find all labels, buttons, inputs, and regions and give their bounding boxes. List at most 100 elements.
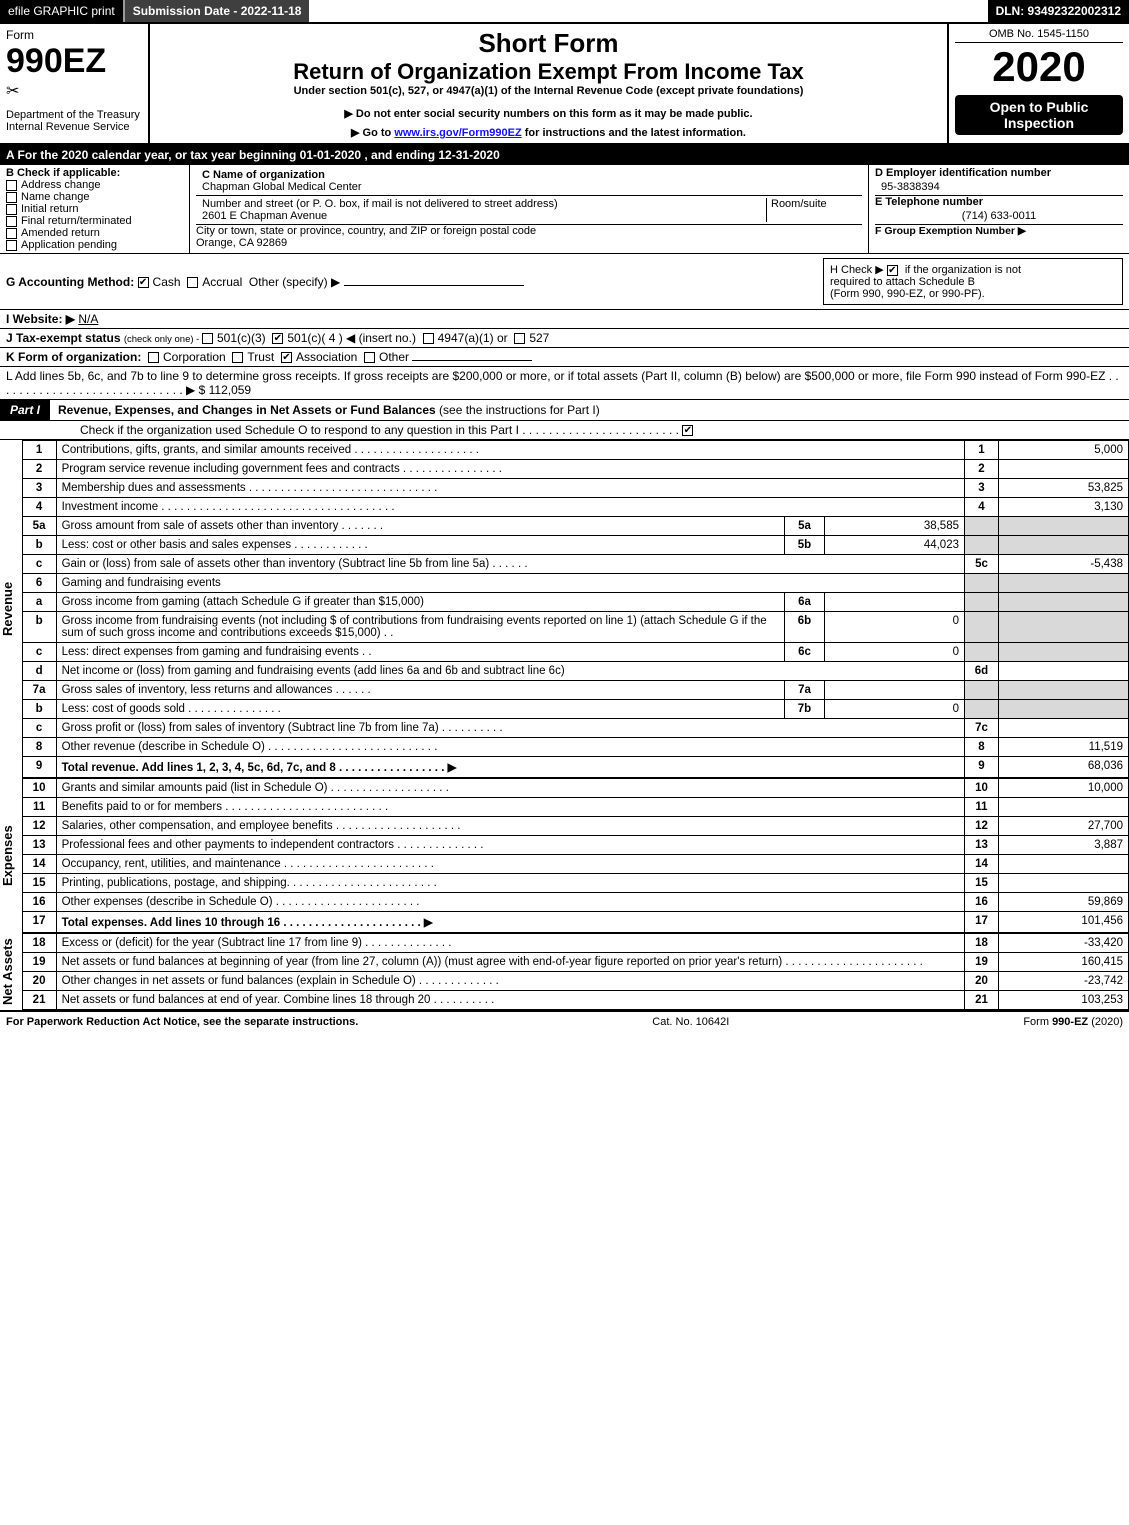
row-amt: 11,519 [999, 738, 1129, 757]
row-amt: 101,456 [999, 912, 1129, 933]
k-assoc-check[interactable] [281, 352, 292, 363]
b-item[interactable]: Final return/terminated [6, 215, 183, 227]
b-amended: Amended return [21, 227, 100, 239]
row-box: 15 [965, 874, 999, 893]
row-box-shaded [965, 612, 999, 643]
footer-right-pre: Form [1023, 1016, 1052, 1028]
row-text: Other revenue (describe in Schedule O) .… [56, 738, 964, 757]
page-footer: For Paperwork Reduction Act Notice, see … [0, 1010, 1129, 1032]
mid-amt: 0 [825, 612, 965, 643]
row-amt: 68,036 [999, 757, 1129, 778]
b-name-change: Name change [21, 191, 90, 203]
b-item[interactable]: Address change [6, 179, 183, 191]
row-text: Other changes in net assets or fund bala… [56, 972, 964, 991]
row-box-shaded [965, 700, 999, 719]
j-4947-check[interactable] [423, 333, 434, 344]
row-box: 12 [965, 817, 999, 836]
row-text: Gross sales of inventory, less returns a… [56, 681, 784, 700]
row-text-bold: Total expenses. Add lines 10 through 16 … [62, 917, 433, 929]
row-amt [999, 855, 1129, 874]
row-box: 16 [965, 893, 999, 912]
row-num: d [22, 662, 56, 681]
j-501c-check[interactable] [272, 333, 283, 344]
row-amt [999, 719, 1129, 738]
c-room-label: Room/suite [766, 198, 856, 222]
revenue-rotated-label: Revenue [0, 440, 22, 778]
part1-title-bold: Revenue, Expenses, and Changes in Net As… [58, 403, 436, 417]
row-num: 20 [22, 972, 56, 991]
g-accrual-check[interactable] [187, 277, 198, 288]
row-box-shaded [965, 643, 999, 662]
part1-check[interactable] [682, 425, 693, 436]
line-l: L Add lines 5b, 6c, and 7b to line 9 to … [0, 367, 1129, 400]
row-amt [999, 798, 1129, 817]
row-text: Professional fees and other payments to … [56, 836, 964, 855]
row-box: 2 [965, 460, 999, 479]
row-box-shaded [965, 517, 999, 536]
k-corp-check[interactable] [148, 352, 159, 363]
dept-treasury: Department of the Treasury [6, 109, 142, 121]
efile-light: print [91, 4, 114, 18]
row-num: c [22, 555, 56, 574]
b-item[interactable]: Amended return [6, 227, 183, 239]
irs-link[interactable]: www.irs.gov/Form990EZ [394, 127, 521, 139]
row-box: 18 [965, 934, 999, 953]
l-amount: 112,059 [209, 383, 252, 397]
row-box: 6d [965, 662, 999, 681]
i-label: I Website: ▶ [6, 312, 75, 326]
netassets-rotated-label: Net Assets [0, 933, 22, 1010]
h-check[interactable] [887, 265, 898, 276]
revenue-block: Revenue 1Contributions, gifts, grants, a… [0, 440, 1129, 778]
b-final-return: Final return/terminated [21, 215, 132, 227]
row-text: Gross profit or (loss) from sales of inv… [56, 719, 964, 738]
efile-button[interactable]: efile GRAPHIC print [0, 0, 123, 22]
row-num: 16 [22, 893, 56, 912]
j-527-check[interactable] [514, 333, 525, 344]
goto-line: ▶ Go to www.irs.gov/Form990EZ for instru… [156, 126, 941, 139]
row-text: Contributions, gifts, grants, and simila… [56, 441, 964, 460]
row-box: 14 [965, 855, 999, 874]
omb-number: OMB No. 1545-1150 [955, 28, 1123, 43]
b-item[interactable]: Application pending [6, 239, 183, 251]
row-box: 13 [965, 836, 999, 855]
mid-amt: 44,023 [825, 536, 965, 555]
c-street-label: Number and street (or P. O. box, if mail… [202, 198, 558, 210]
row-amt: 53,825 [999, 479, 1129, 498]
section-def: D Employer identification number 95-3838… [869, 165, 1129, 253]
j-label: J Tax-exempt status [6, 331, 124, 345]
expenses-table: 10Grants and similar amounts paid (list … [22, 778, 1129, 933]
tax-year: 2020 [955, 43, 1123, 91]
row-text: Net assets or fund balances at end of ye… [56, 991, 964, 1010]
k-other-check[interactable] [364, 352, 375, 363]
g-cash-check[interactable] [138, 277, 149, 288]
goto-pre: ▶ Go to [351, 127, 394, 139]
l-text: L Add lines 5b, 6c, and 7b to line 9 to … [6, 369, 1119, 397]
b-item[interactable]: Name change [6, 191, 183, 203]
row-box: 17 [965, 912, 999, 933]
k-trust-check[interactable] [232, 352, 243, 363]
row-amt-shaded [999, 612, 1129, 643]
row-box: 8 [965, 738, 999, 757]
efile-bold: efile GRAPHIC [8, 4, 88, 18]
j-501c3: 501(c)(3) [217, 331, 266, 345]
part1-title: Revenue, Expenses, and Changes in Net As… [50, 400, 608, 420]
row-num: 9 [22, 757, 56, 778]
footer-cat: Cat. No. 10642I [652, 1016, 729, 1028]
b-item[interactable]: Initial return [6, 203, 183, 215]
row-num: c [22, 643, 56, 662]
row-num: 17 [22, 912, 56, 933]
part1-check-line: Check if the organization used Schedule … [0, 421, 1129, 440]
mid-box: 6c [785, 643, 825, 662]
g-label: G Accounting Method: [6, 275, 134, 289]
line-g-h: G Accounting Method: Cash Accrual Other … [0, 254, 1129, 310]
row-amt: -23,742 [999, 972, 1129, 991]
revenue-table: 1Contributions, gifts, grants, and simil… [22, 440, 1129, 778]
row-box-shaded [965, 681, 999, 700]
c-street: 2601 E Chapman Avenue [202, 210, 327, 222]
row-num: 3 [22, 479, 56, 498]
j-501c3-check[interactable] [202, 333, 213, 344]
row-num: c [22, 719, 56, 738]
ssn-warning: ▶ Do not enter social security numbers o… [156, 107, 941, 120]
mid-box: 5b [785, 536, 825, 555]
row-num: 10 [22, 779, 56, 798]
